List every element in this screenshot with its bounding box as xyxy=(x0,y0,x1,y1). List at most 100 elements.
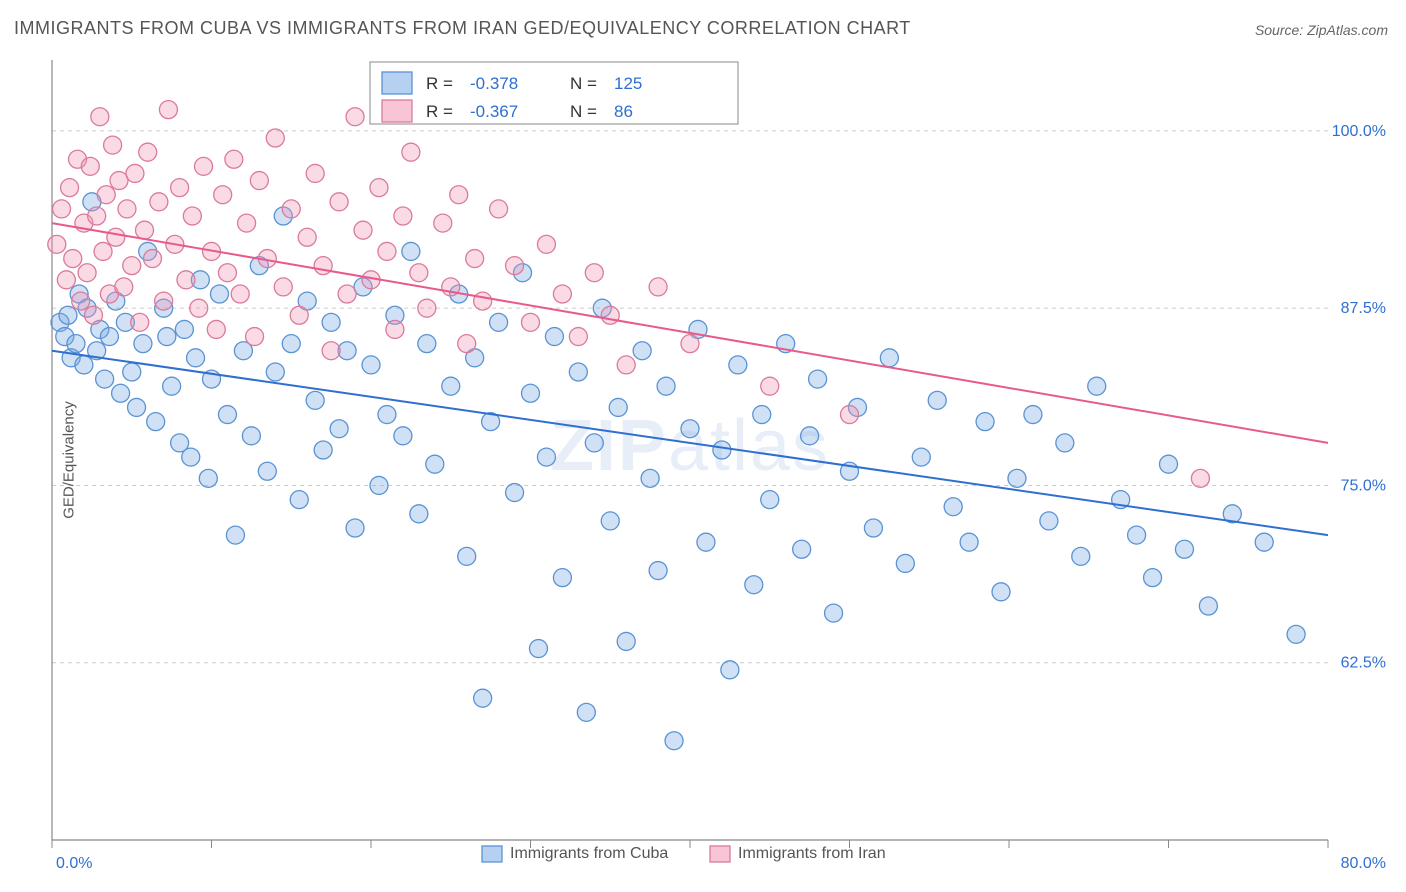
data-point xyxy=(199,469,217,487)
data-point xyxy=(641,469,659,487)
data-point xyxy=(97,186,115,204)
data-point xyxy=(537,448,555,466)
legend-swatch xyxy=(710,846,730,862)
data-point xyxy=(282,200,300,218)
data-point xyxy=(386,320,404,338)
stats-n-value: 86 xyxy=(614,102,633,121)
data-point xyxy=(1056,434,1074,452)
data-point xyxy=(61,179,79,197)
data-point xyxy=(458,547,476,565)
data-point xyxy=(745,576,763,594)
data-point xyxy=(139,143,157,161)
data-point xyxy=(338,342,356,360)
stats-n-label: N = xyxy=(570,74,597,93)
data-point xyxy=(118,200,136,218)
data-point xyxy=(633,342,651,360)
data-point xyxy=(322,342,340,360)
data-point xyxy=(1144,569,1162,587)
data-point xyxy=(506,257,524,275)
data-point xyxy=(960,533,978,551)
data-point xyxy=(338,285,356,303)
data-point xyxy=(274,278,292,296)
stats-n-label: N = xyxy=(570,102,597,121)
data-point xyxy=(1072,547,1090,565)
stats-n-value: 125 xyxy=(614,74,642,93)
data-point xyxy=(585,264,603,282)
data-point xyxy=(657,377,675,395)
data-point xyxy=(490,200,508,218)
data-point xyxy=(1160,455,1178,473)
data-point xyxy=(187,349,205,367)
legend-label: Immigrants from Iran xyxy=(738,845,886,862)
data-point xyxy=(801,427,819,445)
data-point xyxy=(266,129,284,147)
data-point xyxy=(190,299,208,317)
data-point xyxy=(48,235,66,253)
data-point xyxy=(569,363,587,381)
data-point xyxy=(809,370,827,388)
data-point xyxy=(1255,533,1273,551)
data-point xyxy=(112,384,130,402)
data-point xyxy=(362,356,380,374)
stats-r-label: R = xyxy=(426,102,453,121)
data-point xyxy=(928,391,946,409)
data-point xyxy=(330,193,348,211)
data-point xyxy=(944,498,962,516)
data-point xyxy=(617,632,635,650)
data-point xyxy=(214,186,232,204)
data-point xyxy=(123,363,141,381)
data-point xyxy=(96,370,114,388)
data-point xyxy=(553,569,571,587)
data-point xyxy=(94,242,112,260)
source-name: ZipAtlas.com xyxy=(1307,22,1388,38)
chart-title: IMMIGRANTS FROM CUBA VS IMMIGRANTS FROM … xyxy=(14,18,911,39)
data-point xyxy=(183,207,201,225)
data-point xyxy=(100,328,118,346)
data-point xyxy=(370,476,388,494)
data-point xyxy=(115,278,133,296)
data-point xyxy=(354,221,372,239)
data-point xyxy=(226,526,244,544)
data-point xyxy=(210,285,228,303)
data-point xyxy=(1175,540,1193,558)
data-point xyxy=(104,136,122,154)
data-point xyxy=(394,207,412,225)
data-point xyxy=(207,320,225,338)
data-point xyxy=(150,193,168,211)
data-point xyxy=(218,264,236,282)
scatter-chart: 62.5%75.0%87.5%100.0%ZIPatlas0.0%80.0%Im… xyxy=(0,50,1406,870)
data-point xyxy=(126,164,144,182)
data-point xyxy=(474,292,492,310)
data-point xyxy=(1024,406,1042,424)
data-point xyxy=(182,448,200,466)
data-point xyxy=(681,420,699,438)
legend-label: Immigrants from Cuba xyxy=(510,845,668,862)
data-point xyxy=(258,462,276,480)
y-tick-label: 75.0% xyxy=(1341,477,1386,494)
data-point xyxy=(78,264,96,282)
data-point xyxy=(992,583,1010,601)
data-point xyxy=(218,406,236,424)
data-point xyxy=(609,398,627,416)
data-point xyxy=(474,689,492,707)
data-point xyxy=(314,441,332,459)
data-point xyxy=(147,413,165,431)
data-point xyxy=(522,384,540,402)
x-max-label: 80.0% xyxy=(1341,855,1386,870)
data-point xyxy=(370,179,388,197)
data-point xyxy=(912,448,930,466)
data-point xyxy=(585,434,603,452)
data-point xyxy=(697,533,715,551)
stats-swatch xyxy=(382,72,412,94)
data-point xyxy=(1008,469,1026,487)
chart-source: Source: ZipAtlas.com xyxy=(1255,22,1388,38)
data-point xyxy=(57,271,75,289)
data-point xyxy=(250,172,268,190)
data-point xyxy=(617,356,635,374)
data-point xyxy=(753,406,771,424)
data-point xyxy=(346,108,364,126)
data-point xyxy=(402,242,420,260)
data-point xyxy=(713,441,731,459)
data-point xyxy=(426,455,444,473)
data-point xyxy=(721,661,739,679)
